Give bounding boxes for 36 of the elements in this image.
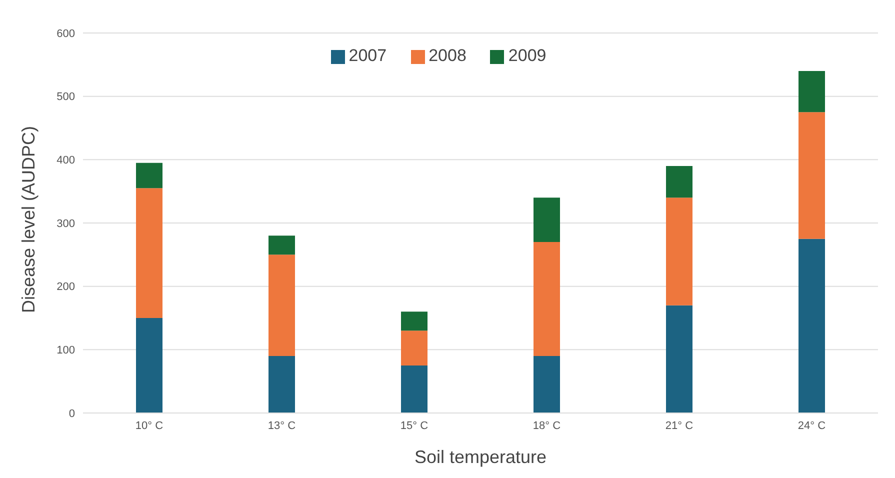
bar <box>401 330 428 366</box>
legend-label: 2007 <box>348 46 387 65</box>
y-axis-title: Disease level (AUDPC) <box>18 126 38 313</box>
bar <box>666 166 692 198</box>
bar <box>798 238 825 413</box>
bar <box>798 71 825 112</box>
bar <box>534 356 560 413</box>
bar <box>401 366 428 413</box>
bar <box>666 305 692 413</box>
x-tick-label: 18° C <box>532 420 561 432</box>
bar <box>534 198 560 242</box>
y-tick-label: 600 <box>56 28 75 40</box>
bar <box>401 312 428 331</box>
legend-label: 2008 <box>428 46 466 65</box>
x-tick-label: 13° C <box>268 420 296 432</box>
y-tick-label: 0 <box>68 408 75 420</box>
bar <box>666 198 692 306</box>
y-tick-label: 300 <box>56 218 75 230</box>
bar <box>268 356 295 413</box>
x-tick-label: 24° C <box>798 420 826 432</box>
y-tick-label: 500 <box>56 91 75 104</box>
bar <box>136 318 162 413</box>
bar <box>136 162 162 188</box>
x-tick-label: 15° C <box>400 420 428 432</box>
bar <box>268 236 295 255</box>
x-tick-label: 21° C <box>665 420 694 432</box>
y-tick-label: 200 <box>56 281 75 294</box>
bar <box>136 188 162 318</box>
legend-label: 2009 <box>508 46 546 65</box>
bar <box>798 112 825 239</box>
bar <box>268 254 295 356</box>
y-tick-label: 100 <box>56 344 75 357</box>
bar <box>534 242 560 356</box>
x-tick-label: 10° C <box>135 420 164 432</box>
y-tick-label: 400 <box>56 154 75 167</box>
x-axis-title: Soil temperature <box>414 447 547 467</box>
